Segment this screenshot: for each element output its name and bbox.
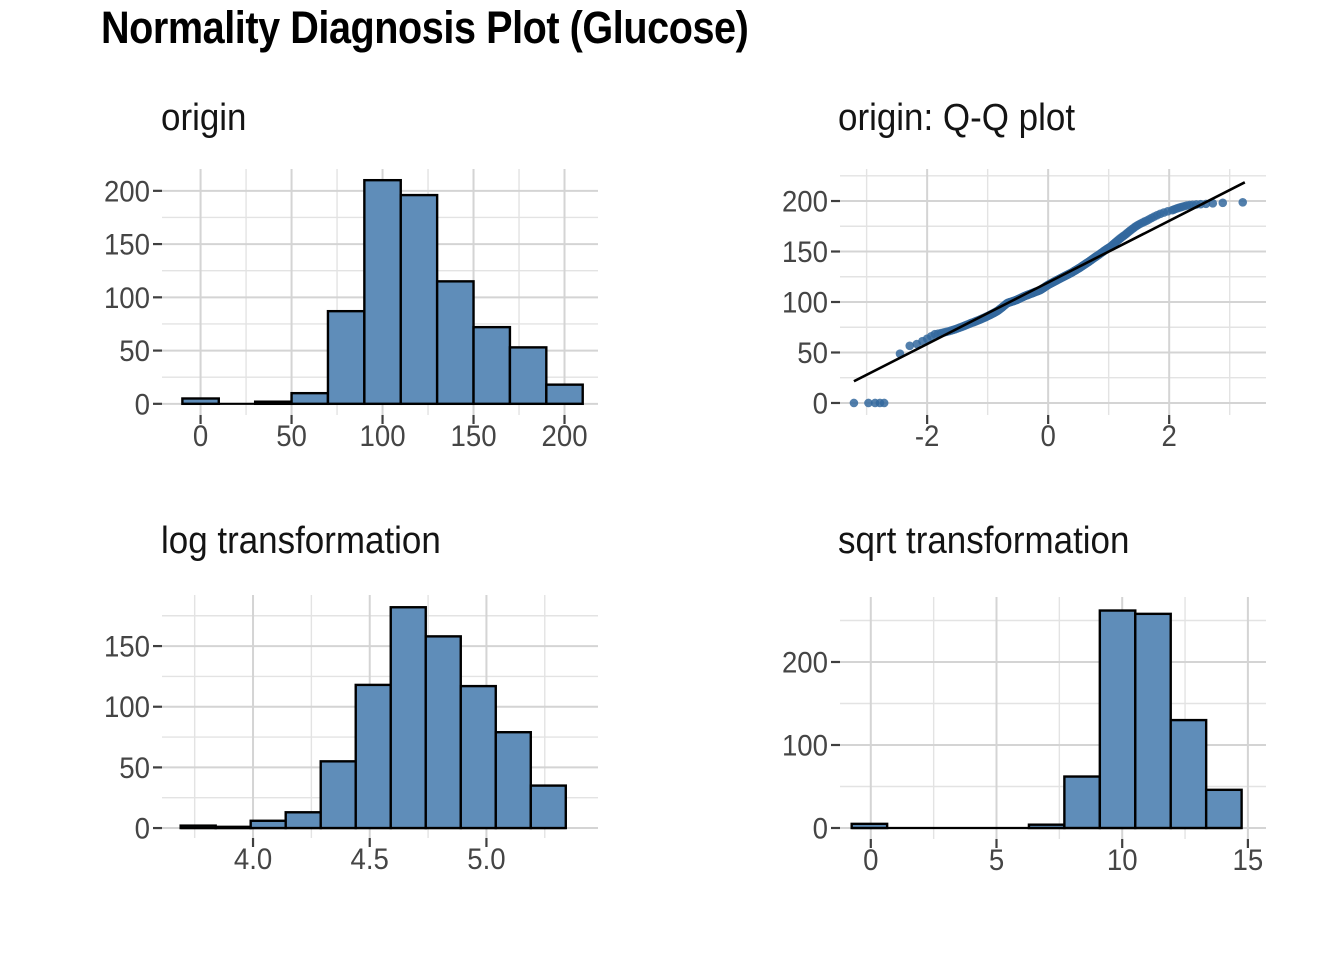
x-tick-label: 4.5: [351, 843, 389, 876]
gridlines: [162, 595, 598, 838]
histogram-bar: [389, 606, 427, 830]
x-tick-label: 5: [989, 844, 1004, 877]
y-tick-label: 50: [119, 335, 150, 368]
histogram-bar: [1063, 775, 1102, 830]
y-tick-label: 150: [104, 229, 150, 262]
histogram-bar: [1098, 609, 1137, 830]
y-tick-label: 100: [782, 729, 828, 762]
histogram-bar: [253, 400, 293, 406]
qq-point: [1208, 199, 1218, 208]
qq-point: [849, 398, 859, 408]
axis-ticks: [831, 199, 1171, 424]
qq-reference-line: [853, 181, 1246, 383]
y-tick-label: 0: [135, 813, 150, 846]
qq-point: [879, 398, 889, 408]
histogram-bar: [472, 325, 512, 406]
y-tick-label: 150: [782, 236, 828, 269]
x-tick-label: 10: [1107, 844, 1138, 877]
axis-labels: 0 50 100 150 200 0 50 100 150 200: [104, 175, 588, 453]
y-tick-label: 200: [782, 646, 828, 679]
axis-labels: 0 5 10 15 0 100 200: [782, 646, 1263, 877]
histogram-bar: [545, 383, 584, 406]
axis-ticks: [831, 660, 1249, 848]
y-tick-label: 50: [119, 752, 150, 785]
origin-histogram-panel: 0 50 100 150 200 0 50 100 150 200: [104, 169, 598, 453]
histogram-bar: [529, 784, 567, 830]
panel-title-sqrt-transformation: sqrt transformation: [838, 520, 1130, 562]
histogram-bar: [459, 684, 497, 830]
histogram-bar: [354, 683, 392, 830]
x-tick-label: 0: [1040, 420, 1055, 453]
x-tick-label: 150: [451, 420, 497, 453]
histogram-bar: [284, 811, 322, 830]
x-tick-label: 5.0: [467, 843, 505, 876]
log-histogram-bars: [179, 606, 567, 830]
x-tick-label: 0: [193, 420, 208, 453]
y-tick-label: 150: [104, 631, 150, 664]
x-tick-label: 15: [1233, 844, 1264, 877]
histogram-bar: [326, 309, 366, 406]
y-tick-label: 100: [104, 282, 150, 315]
histogram-bar: [1134, 612, 1172, 830]
y-tick-label: 100: [782, 286, 828, 319]
panel-title-qq-plot: origin: Q-Q plot: [838, 97, 1076, 139]
axis-ticks: [153, 644, 488, 847]
y-tick-label: 0: [813, 812, 828, 845]
y-tick-label: 0: [813, 387, 828, 420]
x-tick-label: -2: [915, 420, 940, 453]
sqrt-histogram-bars: [850, 609, 1243, 830]
qq-point: [864, 398, 873, 408]
histogram-bar: [319, 760, 357, 830]
histogram-bar: [179, 824, 217, 830]
histogram-bar: [399, 193, 439, 406]
y-tick-label: 200: [104, 175, 150, 208]
qq-point: [1218, 198, 1228, 208]
histogram-bar: [363, 178, 402, 406]
axis-labels: 4.0 4.5 5.0 0 50 100 150: [104, 631, 506, 877]
histogram-bar: [508, 346, 548, 406]
page-title: Normality Diagnosis Plot (Glucose): [101, 2, 749, 53]
panel-title-origin: origin: [161, 97, 247, 139]
x-tick-label: 200: [542, 420, 588, 453]
histogram-bar: [181, 397, 220, 406]
histogram-bar: [1027, 823, 1066, 830]
x-tick-label: 0: [863, 844, 878, 877]
histogram-bar: [494, 731, 532, 830]
x-tick-label: 50: [276, 420, 307, 453]
histogram-bar: [290, 391, 330, 406]
histogram-bar: [424, 635, 462, 830]
origin-qq-panel: -2 0 2 0 50 100 150 200: [782, 169, 1266, 453]
histogram-bar: [214, 825, 252, 830]
y-tick-label: 200: [782, 185, 828, 218]
x-tick-label: 4.0: [234, 843, 272, 876]
axis-ticks: [153, 189, 566, 424]
x-tick-label: 2: [1162, 420, 1177, 453]
qq-point: [905, 341, 915, 351]
histogram-bar: [435, 280, 475, 406]
histogram-bar: [1169, 718, 1208, 830]
histogram-bar: [850, 822, 889, 830]
origin-histogram-bars: [181, 178, 584, 406]
qq-point: [1238, 197, 1248, 207]
panel-title-log-transformation: log transformation: [161, 520, 441, 562]
log-histogram-panel: 4.0 4.5 5.0 0 50 100 150: [104, 595, 598, 876]
y-tick-label: 50: [797, 337, 828, 370]
x-tick-label: 100: [360, 420, 406, 453]
y-tick-label: 0: [135, 388, 150, 421]
histogram-bar: [249, 819, 287, 830]
sqrt-histogram-panel: 0 5 10 15 0 100 200: [782, 597, 1266, 877]
axis-labels: -2 0 2 0 50 100 150 200: [782, 185, 1177, 453]
histogram-bar: [1204, 788, 1243, 830]
y-tick-label: 100: [104, 691, 150, 724]
